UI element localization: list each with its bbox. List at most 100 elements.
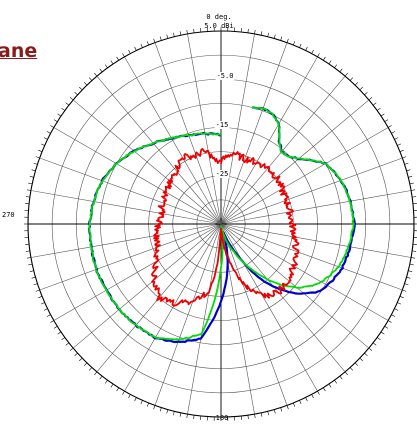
grid-spoke (187, 223, 222, 415)
outer-tick (26, 257, 31, 259)
grid-spoke (220, 127, 389, 225)
outer-tick (25, 196, 30, 198)
grid-spoke (220, 42, 288, 225)
outer-tick (408, 270, 413, 272)
outer-tick (323, 387, 326, 392)
outer-tick (412, 250, 417, 252)
outer-tick (408, 176, 413, 178)
outer-tick (299, 43, 302, 48)
outer-tick (43, 137, 48, 140)
outer-tick (193, 415, 195, 420)
outer-tick (267, 411, 269, 416)
ring-label-bg (215, 72, 235, 80)
outer-tick (128, 49, 131, 54)
grid-spoke (220, 190, 412, 225)
outer-tick (116, 56, 119, 61)
chart-labels: 0 deg. 5.0 dBi -5.0 -15 -25 270 180 (2, 13, 235, 422)
outer-tick (305, 397, 308, 402)
outer-tick (166, 409, 169, 414)
outer-tick (334, 379, 338, 384)
grid-spoke (220, 56, 318, 225)
outer-tick (311, 49, 314, 54)
outer-tick (334, 64, 338, 69)
outer-tick (368, 347, 373, 351)
outer-tick (391, 314, 396, 317)
outer-tick (69, 97, 74, 101)
outer-tick (406, 169, 411, 172)
outer-tick (406, 276, 411, 279)
outer-tick (65, 342, 70, 346)
outer-tick (411, 189, 416, 191)
outer-tick (173, 32, 175, 37)
outer-tick (399, 296, 404, 299)
outer-tick (28, 182, 33, 185)
outer-tick (110, 60, 114, 65)
outer-tick (46, 314, 51, 317)
outer-tick (83, 82, 88, 86)
grid-spoke (220, 223, 370, 349)
outer-tick (43, 308, 48, 311)
outer-tick (354, 82, 359, 86)
grid-spoke (154, 223, 222, 406)
outer-tick (40, 143, 45, 146)
outer-tick (411, 257, 416, 259)
grid-spoke (96, 75, 222, 225)
grid-spoke (220, 223, 412, 258)
outer-tick (254, 29, 256, 34)
outer-tick (179, 412, 182, 417)
ring-label-bg (214, 170, 230, 178)
outer-tick (376, 107, 381, 111)
grid-spoke (220, 33, 255, 225)
outer-tick (299, 400, 302, 405)
outer-tick (128, 394, 131, 399)
outer-tick (397, 302, 402, 305)
outer-tick (273, 34, 276, 39)
outer-tick (380, 113, 385, 117)
outer-tick (153, 405, 156, 410)
outer-tick (344, 371, 348, 376)
outer-tick (88, 77, 93, 81)
outer-tick (364, 91, 368, 96)
grid-spoke (53, 223, 222, 321)
outer-tick (387, 125, 392, 128)
outer-tick (31, 169, 36, 172)
outer-tick (339, 375, 343, 380)
outer-tick (57, 331, 62, 335)
outer-tick (286, 38, 289, 43)
outer-tick (344, 72, 348, 77)
outer-tick (38, 296, 43, 299)
outer-tick (159, 36, 162, 41)
outer-tick (65, 102, 70, 106)
outer-tick (359, 357, 363, 362)
outer-tick (193, 28, 195, 33)
outer-tick (311, 394, 314, 399)
outer-tick (104, 379, 108, 384)
outer-tick (53, 119, 58, 122)
outer-tick (293, 402, 296, 407)
outer-tick (317, 390, 320, 395)
outer-tick (99, 68, 103, 73)
outer-tick (26, 189, 31, 191)
outer-tick (31, 276, 36, 279)
grid-spoke (124, 56, 222, 225)
outer-tick (404, 283, 409, 286)
outer-tick (25, 250, 30, 252)
ring-label-3: -25 (216, 170, 229, 178)
outer-tick (409, 182, 414, 185)
grid-spoke (187, 33, 222, 225)
outer-tick (122, 390, 125, 395)
grid-spoke (72, 223, 222, 349)
outer-tick (409, 263, 414, 266)
outer-tick (33, 283, 38, 286)
outer-tick (339, 68, 343, 73)
outer-tick (28, 263, 33, 266)
outer-tick (46, 131, 51, 134)
outer-tick (394, 308, 399, 311)
outer-tick (179, 31, 182, 36)
outer-tick (394, 137, 399, 140)
outer-tick (364, 352, 368, 357)
outer-tick (372, 102, 377, 106)
outer-tick (384, 326, 389, 329)
outer-tick (260, 31, 263, 36)
outer-tick (146, 41, 149, 46)
